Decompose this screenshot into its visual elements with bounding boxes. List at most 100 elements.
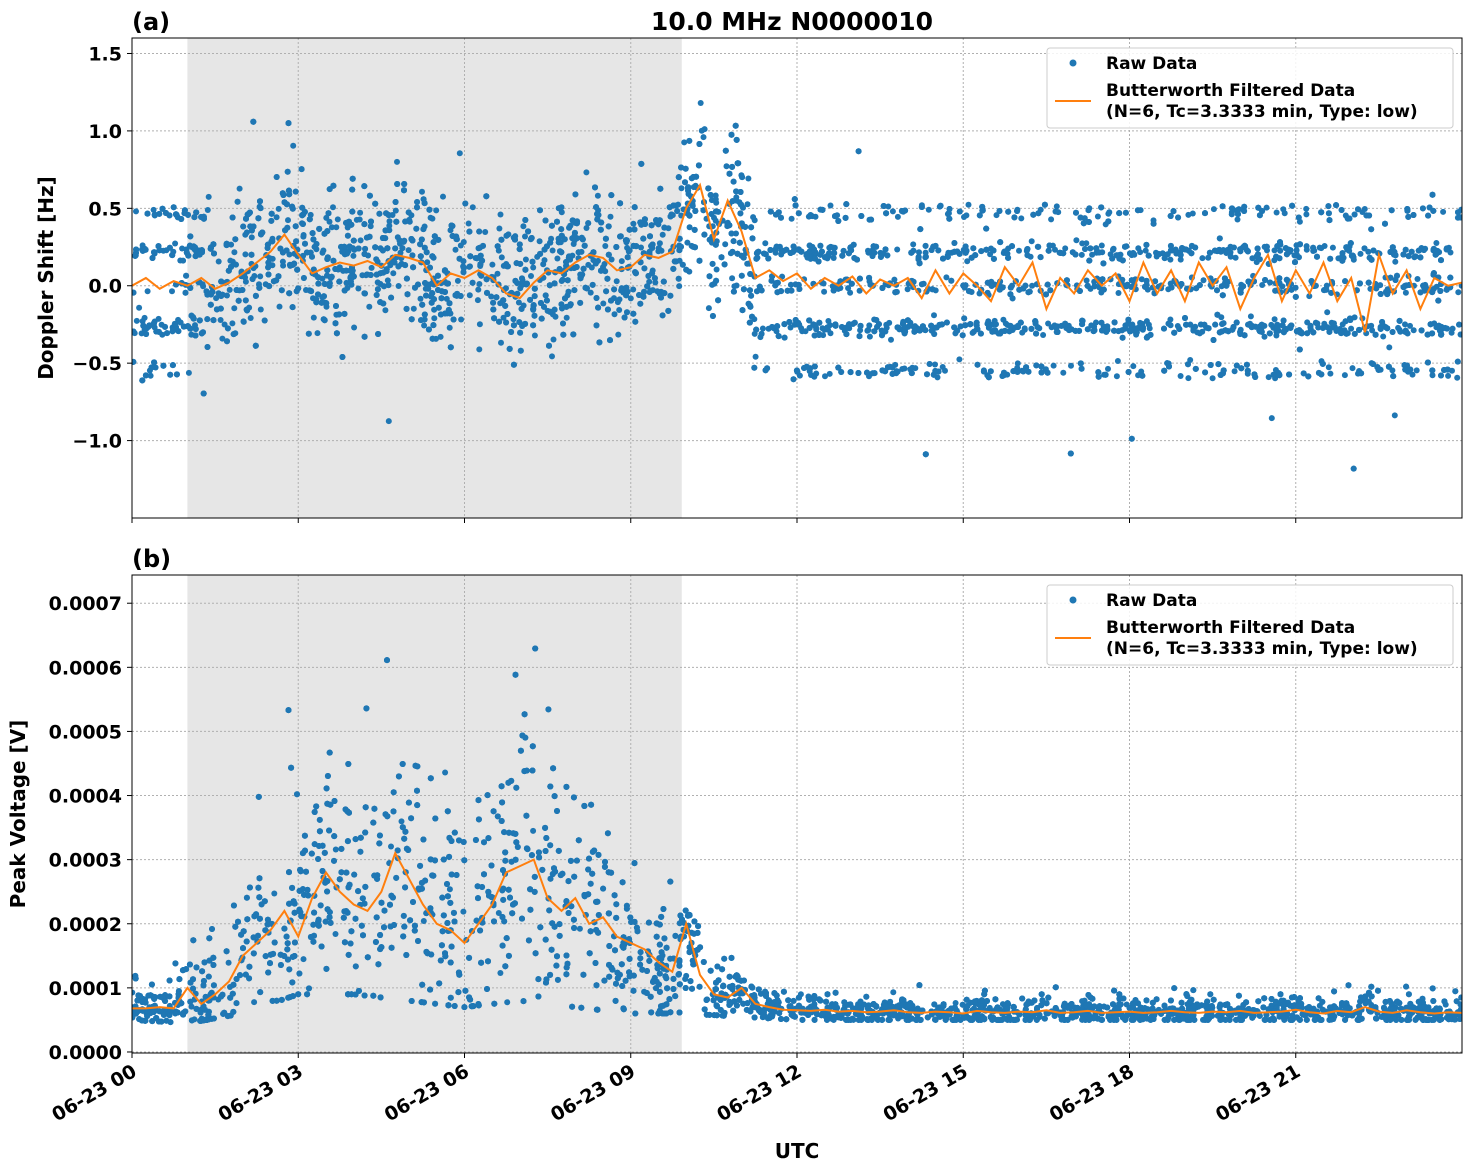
raw-data-point xyxy=(792,317,799,323)
raw-data-point xyxy=(347,278,354,285)
raw-data-point xyxy=(531,332,538,339)
raw-data-point xyxy=(224,325,231,332)
raw-data-point xyxy=(604,306,611,313)
raw-data-point xyxy=(970,245,977,252)
raw-data-point xyxy=(531,312,538,319)
raw-data-point xyxy=(250,223,257,230)
raw-data-point xyxy=(330,257,337,264)
raw-data-point xyxy=(166,244,173,251)
raw-data-point xyxy=(765,255,772,262)
raw-data-point xyxy=(979,203,986,210)
raw-data-point xyxy=(1125,316,1132,323)
raw-data-point xyxy=(618,285,625,292)
raw-data-point xyxy=(1183,321,1190,328)
raw-data-point xyxy=(421,200,428,207)
raw-data-point xyxy=(1341,372,1348,379)
raw-data-point xyxy=(384,245,391,252)
raw-data-point xyxy=(700,207,707,214)
raw-data-point xyxy=(530,322,537,329)
raw-data-point xyxy=(1247,313,1254,320)
raw-data-point xyxy=(224,338,230,345)
raw-data-point xyxy=(1403,328,1410,335)
raw-data-point xyxy=(177,319,184,326)
raw-data-point xyxy=(1325,210,1332,217)
raw-data-point xyxy=(1007,291,1014,298)
raw-data-point xyxy=(595,304,602,311)
raw-data-point xyxy=(1455,289,1462,296)
raw-data-point xyxy=(292,188,299,195)
raw-data-point xyxy=(1205,254,1212,261)
raw-data-point xyxy=(659,312,666,319)
raw-data-point xyxy=(1384,325,1391,332)
raw-data-point xyxy=(871,328,878,335)
raw-data-point xyxy=(355,285,362,292)
raw-data-point xyxy=(543,243,550,250)
raw-data-point xyxy=(873,243,880,250)
raw-data-point xyxy=(1244,367,1251,374)
raw-data-point xyxy=(332,320,339,327)
raw-data-point xyxy=(185,252,192,259)
raw-data-point xyxy=(740,286,747,293)
raw-data-point xyxy=(577,274,584,281)
raw-data-point xyxy=(1102,371,1109,378)
raw-data-point xyxy=(169,288,175,295)
raw-data-point xyxy=(404,291,411,298)
raw-data-point xyxy=(605,251,612,258)
raw-data-point xyxy=(1044,281,1051,288)
raw-data-point xyxy=(243,215,249,222)
raw-data-point xyxy=(250,118,257,125)
raw-data-point xyxy=(1220,367,1227,374)
raw-data-point xyxy=(1235,211,1241,218)
raw-data-point xyxy=(894,246,901,253)
raw-data-point xyxy=(740,254,747,261)
raw-data-point xyxy=(294,266,301,273)
raw-data-point xyxy=(522,217,529,223)
raw-data-point xyxy=(817,242,824,249)
raw-data-point xyxy=(1167,256,1174,263)
raw-data-point xyxy=(1307,322,1314,329)
raw-data-point xyxy=(1037,254,1044,261)
raw-data-point xyxy=(310,314,317,321)
raw-data-point xyxy=(285,120,292,127)
raw-data-point xyxy=(390,270,397,277)
raw-data-point xyxy=(1167,242,1174,249)
raw-data-point xyxy=(494,270,501,277)
raw-data-point xyxy=(1098,319,1105,326)
raw-data-point xyxy=(343,250,350,257)
raw-data-point xyxy=(420,226,427,233)
raw-data-point xyxy=(139,318,146,325)
raw-data-point xyxy=(1333,326,1340,333)
raw-data-point xyxy=(1199,255,1206,262)
raw-data-point xyxy=(922,451,929,458)
raw-data-point xyxy=(343,219,350,226)
raw-data-point xyxy=(1085,219,1092,225)
raw-data-point xyxy=(1282,326,1289,333)
raw-data-point xyxy=(571,287,578,294)
raw-data-point xyxy=(1291,252,1298,259)
raw-data-point xyxy=(477,261,484,268)
raw-data-point xyxy=(286,191,293,198)
raw-data-point xyxy=(244,307,251,314)
raw-data-point xyxy=(1110,246,1116,253)
raw-data-point xyxy=(290,142,297,149)
raw-data-point xyxy=(1228,211,1235,218)
raw-data-point xyxy=(133,208,139,215)
raw-data-point xyxy=(170,204,177,211)
raw-data-point xyxy=(946,206,953,212)
raw-data-point xyxy=(300,275,307,281)
raw-data-point xyxy=(626,226,633,233)
raw-data-point xyxy=(193,209,200,216)
raw-data-point xyxy=(827,202,834,209)
raw-data-point xyxy=(866,322,873,329)
raw-data-point xyxy=(408,316,415,323)
raw-data-point xyxy=(334,216,341,223)
raw-data-point xyxy=(1330,320,1337,327)
raw-data-point xyxy=(1267,279,1274,286)
raw-data-point xyxy=(996,286,1003,293)
raw-data-point xyxy=(880,203,887,209)
raw-data-point xyxy=(944,253,951,260)
raw-data-point xyxy=(1279,322,1286,329)
raw-data-point xyxy=(1046,242,1053,249)
raw-data-point xyxy=(522,320,529,327)
raw-data-point xyxy=(452,246,459,253)
